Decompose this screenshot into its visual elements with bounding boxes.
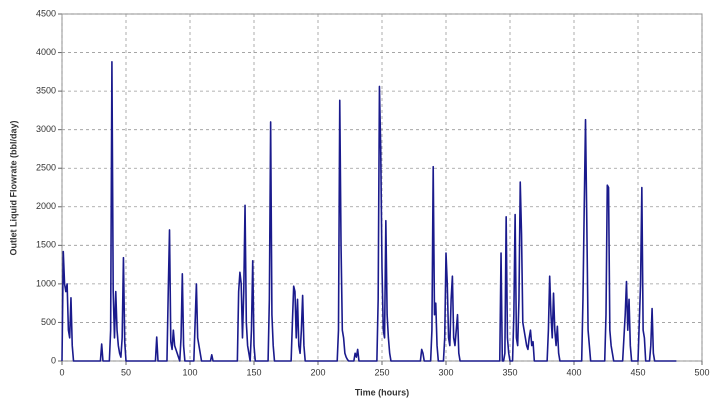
x-tick-label: 250 xyxy=(374,367,389,377)
y-tick-label: 3000 xyxy=(36,124,56,134)
y-tick-label: 1000 xyxy=(36,278,56,288)
x-axis-title: Time (hours) xyxy=(355,387,409,397)
x-tick-label: 350 xyxy=(502,367,517,377)
x-tick-label: 400 xyxy=(566,367,581,377)
y-tick-label: 500 xyxy=(41,317,56,327)
x-tick-label: 450 xyxy=(630,367,645,377)
data-line xyxy=(61,61,677,362)
y-tick-label: 2000 xyxy=(36,201,56,211)
x-tick-label: 500 xyxy=(694,367,709,377)
y-tick-label: 4500 xyxy=(36,8,56,18)
x-tick-label: 0 xyxy=(59,367,64,377)
y-tick-label: 3500 xyxy=(36,85,56,95)
x-tick-label: 200 xyxy=(310,367,325,377)
y-tick-label: 0 xyxy=(51,355,56,365)
y-tick-label: 1500 xyxy=(36,240,56,250)
y-tick-label: 2500 xyxy=(36,163,56,173)
y-tick-label: 4000 xyxy=(36,47,56,57)
x-tick-label: 300 xyxy=(438,367,453,377)
x-tick-label: 150 xyxy=(246,367,261,377)
y-axis-title: Outlet Liquid Flowrate (bbl/day) xyxy=(8,121,18,256)
x-tick-label: 100 xyxy=(182,367,197,377)
x-tick-label: 50 xyxy=(121,367,131,377)
